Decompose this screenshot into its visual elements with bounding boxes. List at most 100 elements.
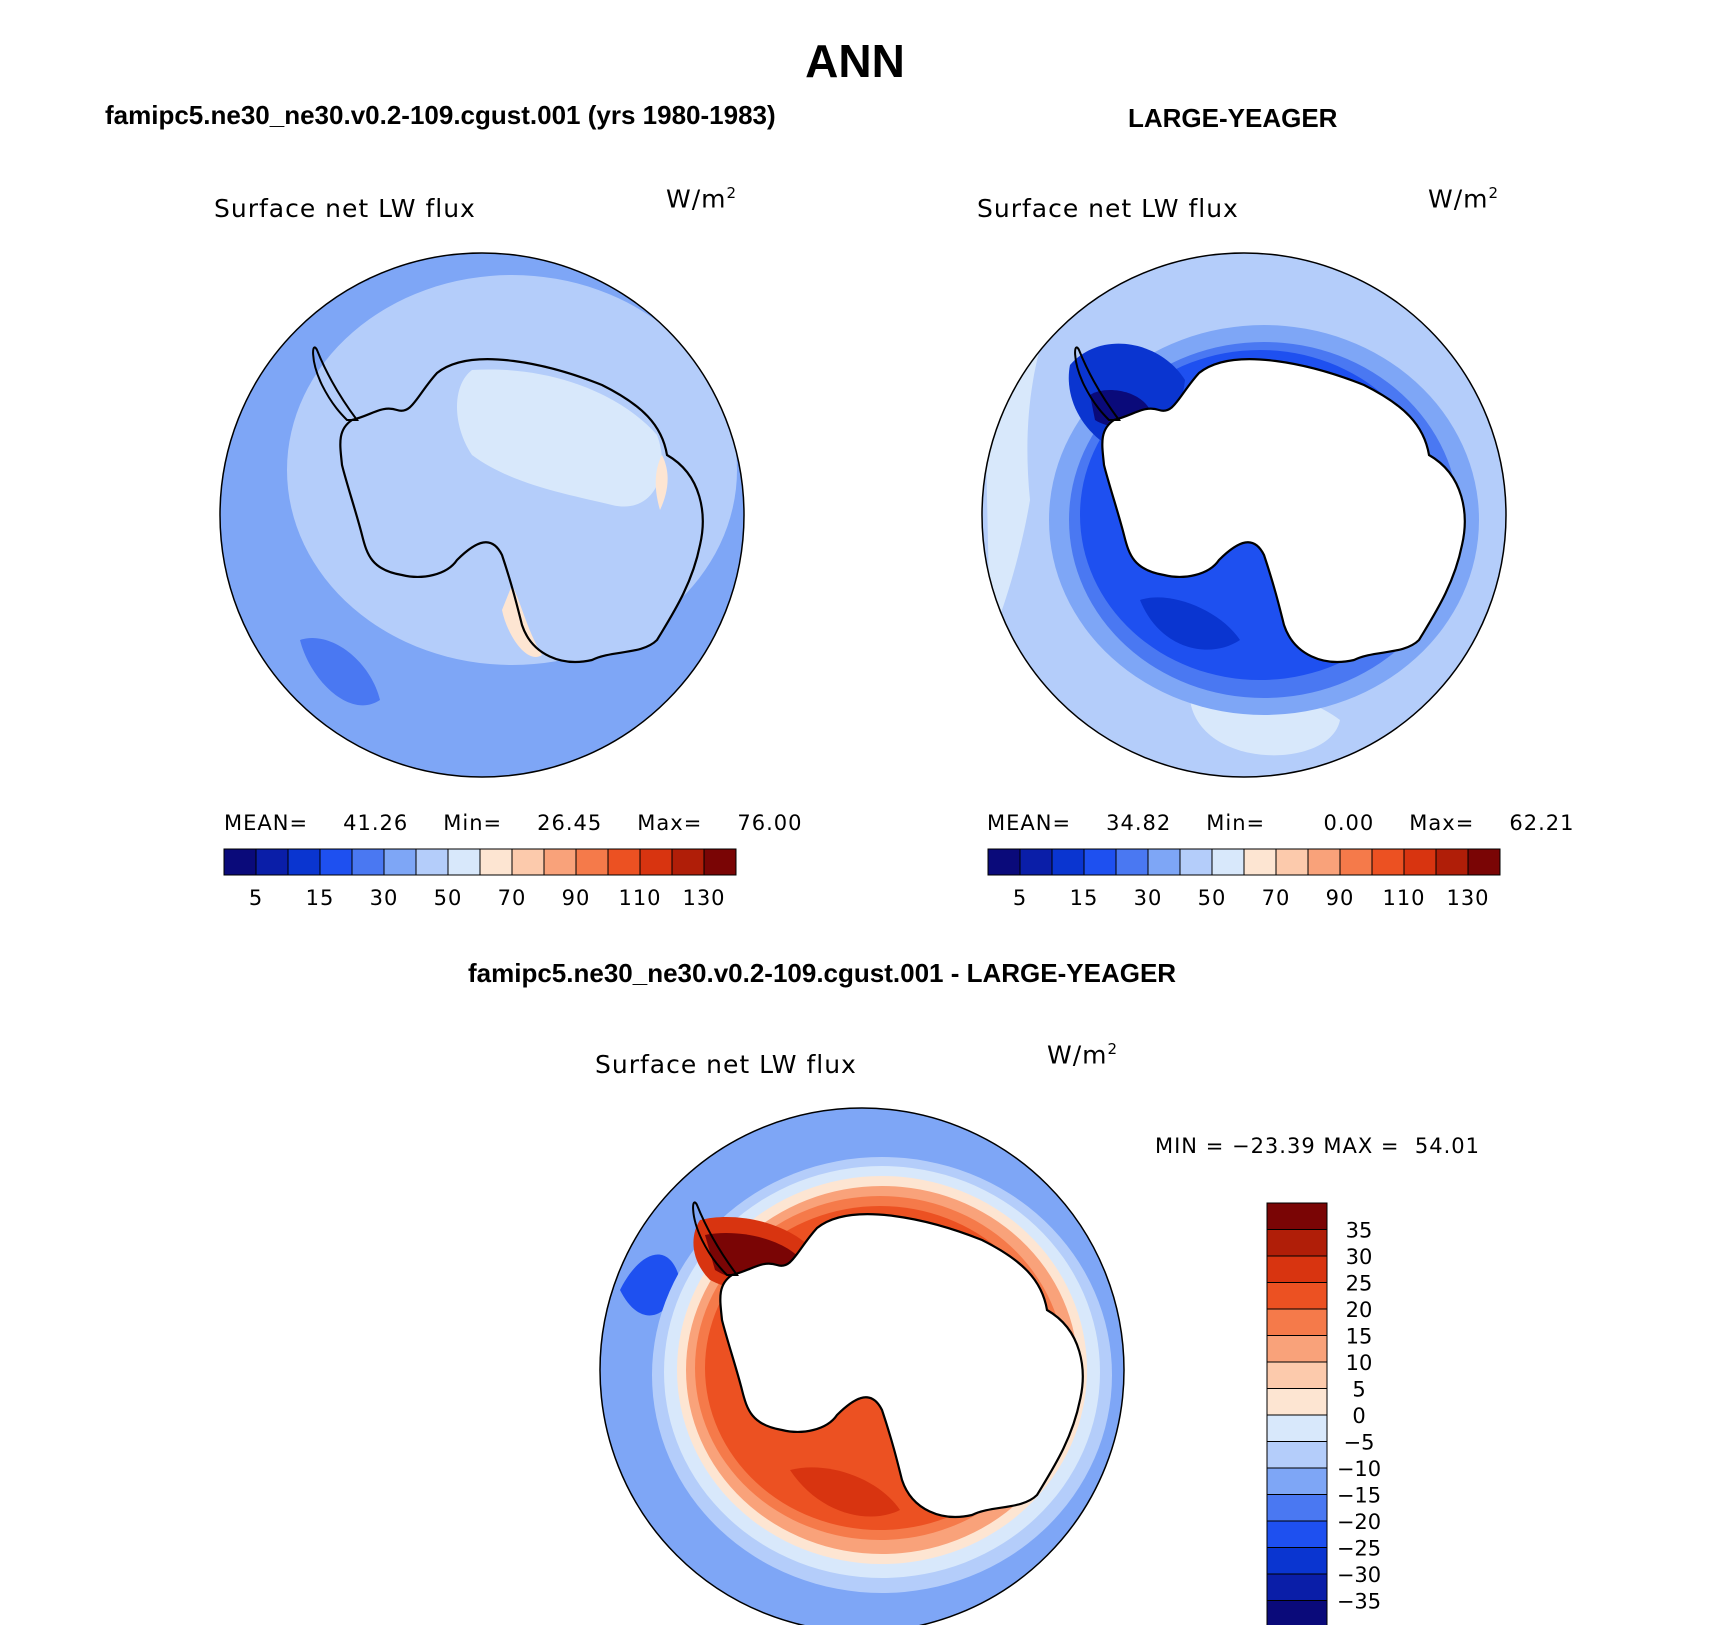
top-left-colorbar: 5 15 30 50 70 90 110 130 <box>223 848 737 910</box>
top-left-case-title: famipc5.ne30_ne30.v0.2-109.cgust.001 (yr… <box>105 100 776 130</box>
colorbar-swatch <box>1307 848 1341 876</box>
colorbar-swatch <box>511 848 545 876</box>
top-right-variable-label: Surface net LW flux <box>977 194 1239 223</box>
colorbar-tick-label: 25 <box>1346 1272 1373 1296</box>
colorbar-tick-label: −20 <box>1337 1510 1381 1534</box>
colorbar-tick-label: 15 <box>1346 1325 1373 1349</box>
colorbar-swatch <box>1266 1255 1328 1283</box>
colorbar-tick-label: 10 <box>1346 1351 1373 1375</box>
max-label: Max= <box>1409 811 1475 835</box>
colorbar-swatch <box>319 848 353 876</box>
map-boundary <box>981 252 1507 778</box>
colorbar-tick-label: 130 <box>682 886 725 910</box>
colorbar-swatch <box>1147 848 1181 876</box>
colorbar-swatch <box>639 848 673 876</box>
colorbar-tick-label: 90 <box>562 886 591 910</box>
colorbar-swatch <box>287 848 321 876</box>
colorbar-swatch <box>1266 1573 1328 1601</box>
top-right-colorbar: 5 15 30 50 70 90 110 130 <box>987 848 1501 910</box>
colorbar-tick-label: 110 <box>618 886 661 910</box>
colorbar-tick-label: 50 <box>434 886 463 910</box>
colorbar-swatch <box>1266 1414 1328 1442</box>
colorbar-tick-label: 90 <box>1326 886 1355 910</box>
colorbar-tick-label: 20 <box>1346 1298 1373 1322</box>
colorbar-swatch <box>255 848 289 876</box>
max-label: Max= <box>637 811 703 835</box>
colorbar-swatch <box>671 848 705 876</box>
mean-value: 34.82 <box>1106 811 1172 835</box>
top-right-map <box>981 252 1507 778</box>
units-exponent: 2 <box>1107 1040 1119 1058</box>
colorbar-swatch <box>1266 1441 1328 1469</box>
colorbar-swatch <box>1266 1494 1328 1522</box>
colorbar-swatch <box>1403 848 1437 876</box>
colorbar-swatch <box>543 848 577 876</box>
bottom-case-title: famipc5.ne30_ne30.v0.2-109.cgust.001 - L… <box>468 958 1177 988</box>
colorbar-swatch <box>1266 1282 1328 1310</box>
min-value: 0.00 <box>1323 811 1375 835</box>
colorbar-tick-label: −5 <box>1344 1431 1375 1455</box>
colorbar-swatch <box>383 848 417 876</box>
mean-label: MEAN= <box>987 811 1072 835</box>
colorbar-tick-label: 5 <box>249 886 263 910</box>
colorbar-tick-label: −15 <box>1337 1484 1381 1508</box>
colorbar-swatch <box>415 848 449 876</box>
colorbar-swatch <box>1266 1202 1328 1230</box>
colorbar-swatch <box>1115 848 1149 876</box>
bottom-map <box>599 1107 1125 1625</box>
mean-value: 41.26 <box>343 811 409 835</box>
units-base: W/m <box>1047 1040 1108 1070</box>
colorbar-swatch <box>607 848 641 876</box>
colorbar-swatch <box>1266 1229 1328 1257</box>
colorbar-swatch <box>1339 848 1373 876</box>
bottom-minmax: MIN = −23.39 MAX = 54.01 <box>1155 1134 1480 1158</box>
min-label: Min= <box>1206 811 1266 835</box>
colorbar-swatch <box>1083 848 1117 876</box>
colorbar-swatch <box>987 848 1021 876</box>
colorbar-tick-label: 70 <box>1262 886 1291 910</box>
colorbar-swatch <box>1266 1547 1328 1575</box>
bottom-units-label: W/m2 <box>1047 1040 1118 1069</box>
max-value: 76.00 <box>737 811 803 835</box>
main-title: ANN <box>805 35 905 87</box>
colorbar-swatch <box>1266 1335 1328 1363</box>
map-boundary <box>599 1107 1125 1625</box>
min-label: Min= <box>443 811 503 835</box>
colorbar-tick-label: 5 <box>1352 1378 1365 1402</box>
colorbar-swatch <box>1051 848 1085 876</box>
colorbar-swatch <box>223 848 257 876</box>
colorbar-tick-label: −25 <box>1337 1537 1381 1561</box>
colorbar-tick-label: −35 <box>1337 1590 1381 1614</box>
top-right-stats: MEAN= 34.82 Min= 0.00 Max= 62.21 <box>987 811 1574 835</box>
colorbar-tick-label: 0 <box>1352 1404 1365 1428</box>
units-exponent: 2 <box>1488 184 1500 202</box>
colorbar-swatch <box>1266 1520 1328 1548</box>
colorbar-swatch <box>1019 848 1053 876</box>
top-right-case-title: LARGE-YEAGER <box>1128 103 1338 133</box>
max-value: 62.21 <box>1509 811 1575 835</box>
colorbar-tick-label: 30 <box>1346 1245 1373 1269</box>
mean-label: MEAN= <box>224 811 309 835</box>
colorbar-swatch <box>1266 1361 1328 1389</box>
colorbar-swatch <box>1467 848 1501 876</box>
colorbar-swatch <box>1266 1388 1328 1416</box>
colorbar-swatch <box>1266 1467 1328 1495</box>
colorbar-tick-label: 30 <box>1134 886 1163 910</box>
colorbar-tick-label: 30 <box>370 886 399 910</box>
colorbar-swatch <box>1211 848 1245 876</box>
colorbar-tick-label: 5 <box>1013 886 1027 910</box>
colorbar-tick-label: 130 <box>1446 886 1489 910</box>
colorbar-swatch <box>351 848 385 876</box>
colorbar-swatch <box>447 848 481 876</box>
colorbar-tick-label: 70 <box>498 886 527 910</box>
colorbar-swatch <box>479 848 513 876</box>
units-exponent: 2 <box>726 184 738 202</box>
min-value: 26.45 <box>537 811 603 835</box>
colorbar-tick-label: 35 <box>1346 1219 1373 1243</box>
colorbar-tick-label: −10 <box>1337 1457 1381 1481</box>
colorbar-tick-label: 110 <box>1382 886 1425 910</box>
colorbar-swatch <box>1243 848 1277 876</box>
colorbar-swatch <box>1371 848 1405 876</box>
